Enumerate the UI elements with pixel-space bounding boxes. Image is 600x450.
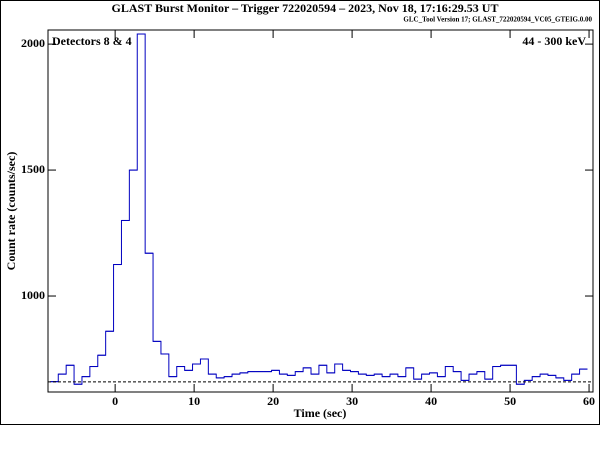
chart-title: GLAST Burst Monitor – Trigger 722020594 … [112,1,499,15]
plot-frame [47,29,594,393]
x-tick-label: 40 [425,394,437,408]
outer-frame [0,0,600,425]
x-tick-label: 0 [112,394,118,408]
x-tick-label: 60 [583,394,595,408]
x-axis-label: Time (sec) [294,406,347,420]
y-tick-label: 2000 [21,36,45,50]
y-tick-label: 1500 [21,162,45,176]
y-axis-label: Count rate (counts/sec) [4,152,18,271]
y-tick-label: 1000 [21,288,45,302]
detector-label: Detectors 8 & 4 [52,34,132,48]
x-tick-label: 20 [267,394,279,408]
energy-label: 44 - 300 keV [522,34,586,48]
chart-subtitle: GLC_Tool Version 17; GLAST_722020594_VC0… [403,16,592,24]
x-tick-label: 50 [504,394,516,408]
x-tick-label: 10 [188,394,200,408]
x-tick-label: 30 [346,394,358,408]
